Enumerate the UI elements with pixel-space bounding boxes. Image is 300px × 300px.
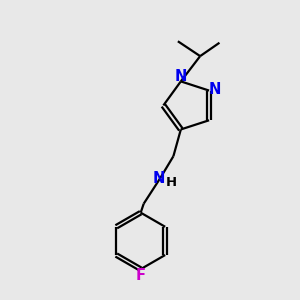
- Text: N: N: [152, 171, 165, 186]
- Text: N: N: [175, 69, 187, 84]
- Text: F: F: [136, 268, 146, 283]
- Text: H: H: [166, 176, 177, 189]
- Text: N: N: [209, 82, 221, 97]
